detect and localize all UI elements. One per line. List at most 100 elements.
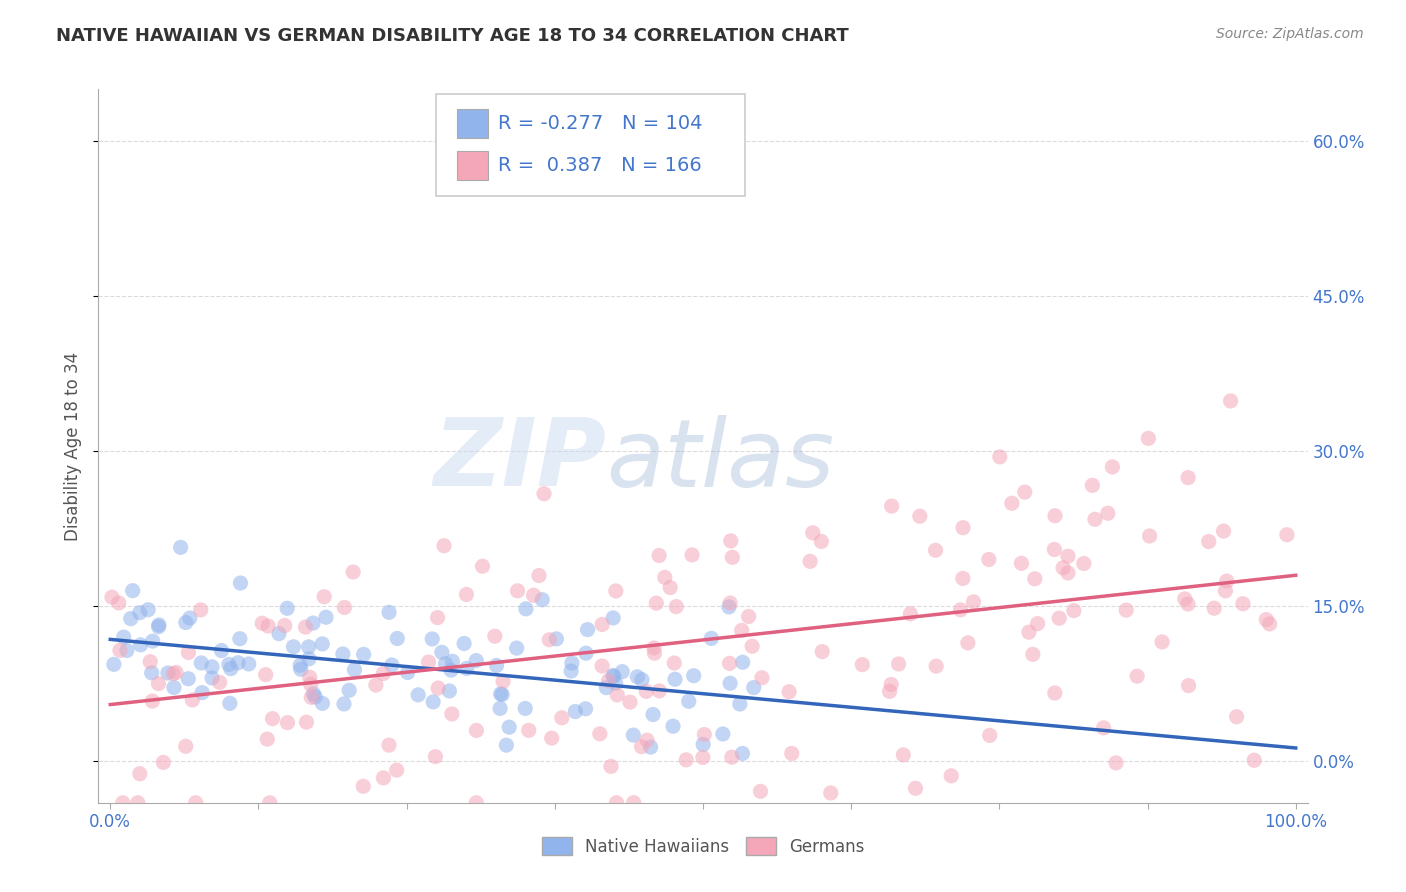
Point — [908, 509, 931, 524]
Point — [148, 620, 170, 634]
Point — [880, 677, 903, 691]
Point — [820, 786, 842, 800]
Point — [517, 723, 540, 738]
Point — [332, 647, 354, 661]
Point — [721, 750, 744, 764]
Point — [433, 539, 456, 553]
Point — [165, 665, 187, 680]
Point — [434, 657, 457, 671]
Point — [492, 674, 515, 689]
Point — [465, 723, 488, 738]
Point — [1101, 459, 1123, 474]
Point — [664, 672, 686, 686]
Point — [420, 632, 443, 646]
Point — [621, 728, 644, 742]
Point — [311, 637, 333, 651]
Point — [1043, 686, 1066, 700]
Point — [439, 684, 461, 698]
Point — [574, 702, 596, 716]
Point — [1011, 557, 1033, 571]
Point — [1275, 528, 1298, 542]
Point — [381, 658, 404, 673]
Point — [560, 664, 582, 678]
Point — [1097, 506, 1119, 520]
Point — [163, 681, 186, 695]
Point — [427, 681, 450, 695]
Point — [101, 590, 124, 604]
Point — [1043, 508, 1066, 523]
Point — [162, 666, 184, 681]
Point — [426, 610, 449, 624]
Point — [273, 618, 295, 632]
Point — [156, 666, 179, 681]
Point — [121, 583, 143, 598]
Point — [600, 759, 623, 773]
Point — [595, 681, 617, 695]
Point — [257, 619, 280, 633]
Point — [142, 634, 165, 648]
Point — [190, 603, 212, 617]
Text: atlas: atlas — [606, 415, 835, 506]
Point — [174, 739, 197, 754]
Point — [988, 450, 1011, 464]
Point — [941, 769, 963, 783]
Point — [619, 695, 641, 709]
Point — [378, 605, 401, 619]
Text: R =  0.387   N = 166: R = 0.387 N = 166 — [498, 155, 702, 175]
Point — [979, 728, 1001, 742]
Point — [201, 660, 224, 674]
Text: NATIVE HAWAIIAN VS GERMAN DISABILITY AGE 18 TO 34 CORRELATION CHART: NATIVE HAWAIIAN VS GERMAN DISABILITY AGE… — [56, 27, 849, 45]
Point — [506, 583, 529, 598]
Point — [925, 659, 948, 673]
Point — [302, 616, 325, 631]
Point — [127, 796, 149, 810]
Text: ZIP: ZIP — [433, 414, 606, 507]
Point — [302, 687, 325, 701]
Point — [591, 659, 613, 673]
Point — [491, 688, 513, 702]
Point — [456, 587, 478, 601]
Point — [602, 668, 624, 682]
Point — [540, 731, 562, 745]
Point — [681, 548, 703, 562]
Point — [527, 568, 550, 582]
Point — [342, 565, 364, 579]
Point — [575, 646, 598, 660]
Point — [422, 695, 444, 709]
Point — [218, 696, 240, 710]
Point — [664, 656, 686, 670]
Point — [174, 615, 197, 630]
Point — [1258, 616, 1281, 631]
Point — [425, 749, 447, 764]
Point — [576, 623, 599, 637]
Point — [1177, 470, 1199, 484]
Point — [682, 669, 704, 683]
Point — [177, 672, 200, 686]
Point — [276, 715, 298, 730]
Point — [103, 657, 125, 672]
Point — [1105, 756, 1128, 770]
Point — [751, 671, 773, 685]
Point — [256, 732, 278, 747]
Point — [1177, 597, 1199, 611]
Point — [181, 693, 204, 707]
Point — [115, 643, 138, 657]
Point — [288, 658, 311, 673]
Point — [1204, 601, 1226, 615]
Point — [311, 697, 333, 711]
Point — [250, 616, 273, 631]
Point — [465, 654, 488, 668]
Point — [718, 676, 741, 690]
Point — [515, 602, 537, 616]
Point — [662, 719, 685, 733]
Point — [406, 688, 429, 702]
Point — [1177, 679, 1199, 693]
Point — [605, 796, 627, 810]
Point — [623, 796, 645, 810]
Point — [648, 549, 671, 563]
Point — [373, 666, 395, 681]
Point — [128, 766, 150, 780]
Point — [1057, 549, 1080, 564]
Point — [880, 499, 903, 513]
Point — [606, 688, 628, 702]
